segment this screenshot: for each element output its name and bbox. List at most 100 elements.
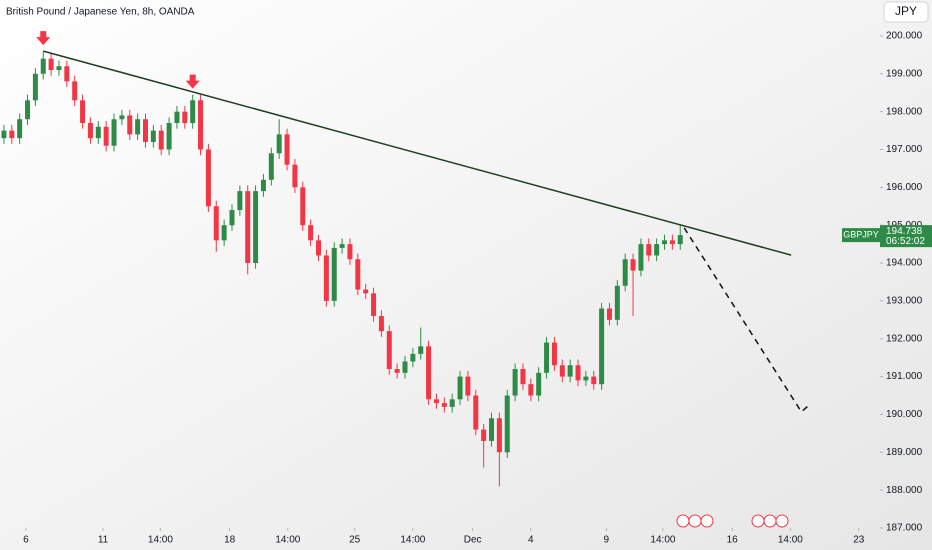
candle-body [512, 369, 518, 396]
candle-body [677, 235, 683, 245]
candle-body [544, 342, 550, 373]
candle-body [536, 372, 542, 396]
candle-body [378, 316, 384, 332]
x-tick-label: 14:00 [650, 535, 675, 546]
x-tick-label: 16 [727, 535, 739, 546]
candle-body [426, 346, 432, 400]
candle-body [135, 119, 141, 135]
candle-body [48, 58, 54, 71]
y-tick-label: 192.000 [886, 333, 923, 344]
candle-body [142, 119, 148, 142]
candle-body [489, 418, 495, 441]
candle-body [394, 369, 400, 373]
arrow-marker [185, 74, 200, 89]
event-icons [676, 514, 789, 528]
candle-body [473, 395, 479, 430]
price-label-box [880, 225, 932, 248]
candle-body [575, 365, 581, 381]
candle-body [166, 123, 172, 150]
candle-body [17, 119, 23, 139]
candle-body [638, 244, 644, 271]
candle-body [253, 191, 259, 264]
candle-body [410, 353, 416, 362]
y-tick-label: 187.000 [886, 523, 923, 534]
y-tick-label: 194.000 [886, 258, 923, 269]
candle-body [245, 191, 251, 264]
x-tick-label: 18 [224, 535, 236, 546]
x-tick-label: 6 [23, 535, 29, 546]
candle-body [630, 259, 636, 271]
candle-body [56, 66, 62, 71]
candle-body [111, 119, 117, 146]
candle-body [190, 100, 196, 124]
candle-body [654, 244, 660, 256]
candle-body [127, 115, 133, 135]
candle-body [339, 244, 345, 248]
candle-body [599, 308, 605, 385]
x-tick-label: 25 [349, 535, 361, 546]
candle-body [276, 134, 282, 154]
candle-body [347, 244, 353, 260]
x-tick-label: 4 [528, 535, 534, 546]
x-tick-label: 14:00 [148, 535, 173, 546]
candle-body [119, 115, 125, 120]
y-tick-label: 189.000 [886, 447, 923, 458]
candle-body [669, 240, 675, 245]
candle-body [268, 153, 274, 180]
price-label: 194.738 [886, 226, 923, 237]
candle-body [32, 73, 38, 101]
candle-body [551, 342, 557, 366]
candle-body [614, 285, 620, 320]
candle-body [292, 164, 298, 188]
candle-body [25, 100, 31, 120]
candle-body [528, 384, 534, 396]
x-tick-label: 14:00 [275, 535, 300, 546]
x-tick-label: 14:00 [778, 535, 803, 546]
candle-body [300, 187, 306, 226]
trendline [43, 50, 792, 256]
candle-body [87, 123, 93, 139]
candle-body [182, 111, 188, 124]
arrow-marker [36, 31, 51, 46]
candle-body [504, 395, 510, 453]
x-tick-label: 11 [98, 535, 109, 546]
candle-body [284, 134, 290, 165]
candle-body [496, 418, 502, 453]
candle-body [363, 289, 369, 294]
candle-body [520, 369, 526, 385]
candle-body [465, 376, 471, 396]
candle-body [583, 376, 589, 381]
candle-body [457, 376, 463, 400]
candle-body [622, 259, 628, 286]
y-tick-label: 197.000 [886, 144, 923, 155]
candle-body [331, 247, 337, 301]
candle-body [95, 126, 101, 139]
y-tick-label: 193.000 [886, 296, 923, 307]
currency-button-label[interactable]: JPY [895, 4, 917, 18]
y-tick-label: 198.000 [886, 106, 923, 117]
symbol-label-box [842, 228, 880, 243]
y-tick-label: 190.000 [886, 409, 923, 420]
candle-body [72, 81, 78, 101]
y-tick-label: 188.000 [886, 485, 923, 496]
candle-body [386, 331, 392, 370]
candle-body [64, 66, 70, 82]
candle-body [606, 308, 612, 320]
candle-body [103, 126, 109, 146]
candle-body [308, 225, 314, 241]
currency-button[interactable] [883, 1, 929, 23]
candle-body [418, 346, 424, 354]
candle-body [80, 100, 86, 124]
candle-body [441, 403, 447, 407]
candle-body [591, 376, 597, 385]
x-tick-label: 9 [604, 535, 610, 546]
candle-body [433, 399, 439, 404]
candle-body [158, 130, 164, 150]
candle-body [559, 365, 565, 377]
candle-body [646, 244, 652, 256]
candle-body [229, 210, 235, 226]
candle-body [402, 361, 408, 373]
candle-body [9, 130, 15, 139]
